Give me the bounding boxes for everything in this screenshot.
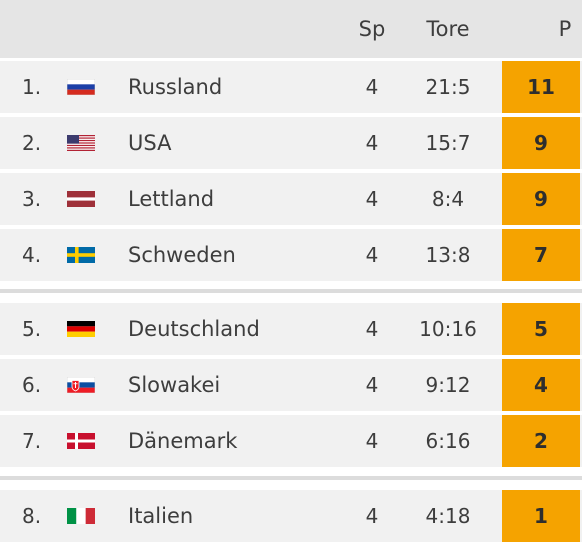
points-badge: 9 [502,173,580,225]
points-badge: 5 [502,303,580,355]
group-divider [0,476,582,480]
rank: 8. [22,504,42,528]
team-name[interactable]: Russland [128,75,223,99]
latvia-flag-icon [67,191,95,207]
goals: 13:8 [425,243,471,267]
points-badge: 2 [502,415,580,467]
table-row[interactable]: 5. Deutschland 4 10:16 5 [0,303,582,355]
team-name[interactable]: USA [128,131,172,155]
points-badge: 7 [502,229,580,281]
sweden-flag-icon [67,247,95,263]
goals: 10:16 [419,317,477,341]
rank: 6. [22,373,42,397]
goals: 4:18 [425,504,471,528]
header-goals[interactable]: Tore [426,17,470,41]
games-played: 4 [365,187,379,211]
team-name[interactable]: Slowakei [128,373,221,397]
points-badge: 11 [502,61,580,113]
goals: 21:5 [425,75,471,99]
table-row[interactable]: 1. Russland 4 21:5 11 [0,61,582,113]
team-name[interactable]: Italien [128,504,194,528]
team-name[interactable]: Schweden [128,243,236,267]
usa-flag-icon [67,135,95,151]
group-divider [0,289,582,293]
table-header: Sp Tore P [0,0,582,58]
points-badge: 9 [502,117,580,169]
team-name[interactable]: Dänemark [128,429,238,453]
games-played: 4 [365,131,379,155]
goals: 8:4 [431,187,465,211]
table-row[interactable]: 8. Italien 4 4:18 1 [0,490,582,542]
rank: 2. [22,131,42,155]
games-played: 4 [365,75,379,99]
russia-flag-icon [67,79,95,95]
games-played: 4 [365,317,379,341]
rank: 5. [22,317,42,341]
games-played: 4 [365,373,379,397]
table-row[interactable]: 2. USA 4 15:7 9 [0,117,582,169]
germany-flag-icon [67,321,95,337]
goals: 6:16 [425,429,471,453]
rank: 7. [22,429,42,453]
rank: 4. [22,243,42,267]
italy-flag-icon [67,508,95,524]
slovakia-flag-icon [67,377,95,393]
games-played: 4 [365,504,379,528]
header-points[interactable]: P [558,17,572,41]
points-badge: 1 [502,490,580,542]
points-badge: 4 [502,359,580,411]
goals: 9:12 [425,373,471,397]
table-row[interactable]: 4. Schweden 4 13:8 7 [0,229,582,281]
header-games[interactable]: Sp [358,17,386,41]
games-played: 4 [365,243,379,267]
rank: 1. [22,75,42,99]
table-row[interactable]: 3. Lettland 4 8:4 9 [0,173,582,225]
table-row[interactable]: 6. Slowakei 4 9:12 4 [0,359,582,411]
rank: 3. [22,187,42,211]
table-row[interactable]: 7. Dänemark 4 6:16 2 [0,415,582,467]
games-played: 4 [365,429,379,453]
goals: 15:7 [425,131,471,155]
team-name[interactable]: Deutschland [128,317,260,341]
denmark-flag-icon [67,433,95,449]
team-name[interactable]: Lettland [128,187,215,211]
